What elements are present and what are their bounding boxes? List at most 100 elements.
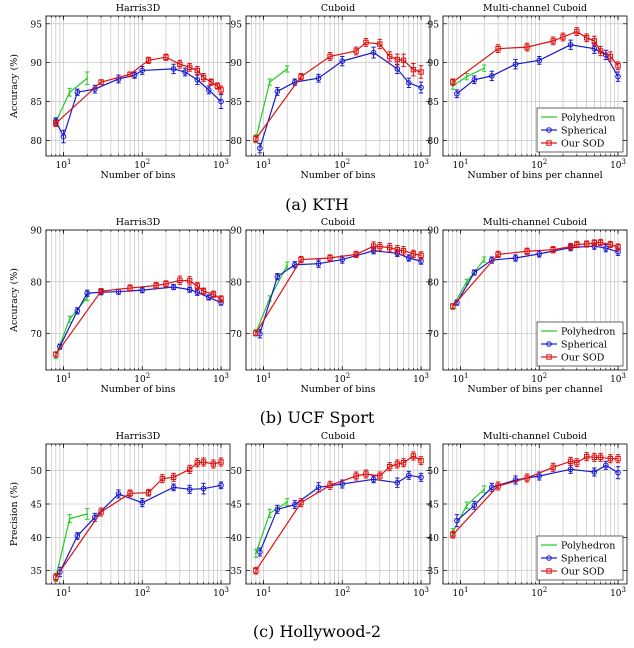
legend-marker	[546, 341, 552, 347]
data-point	[153, 282, 159, 289]
data-point	[591, 240, 598, 246]
data-point	[139, 67, 146, 74]
chart-panel: 80 85 90 95 101 102 103 Harris3D Number of bins A…	[9, 3, 231, 181]
y-tick-label: 90	[428, 59, 440, 69]
data-point	[206, 294, 212, 301]
y-axis-label: Accuracy (%)	[9, 54, 20, 119]
y-tick-label: 40	[428, 534, 440, 544]
caption-ucf-sport: (b) UCF Sport	[259, 408, 375, 427]
data-point	[524, 44, 530, 50]
data-point	[454, 90, 460, 97]
data-point	[483, 488, 486, 491]
data-point	[615, 63, 621, 69]
data-point	[182, 69, 188, 75]
y-tick-label: 70	[428, 330, 440, 340]
y-axis-label: Precision (%)	[9, 482, 20, 546]
data-point	[68, 91, 71, 94]
data-point	[574, 241, 580, 248]
y-tick-label: 35	[31, 567, 43, 577]
series-spherical	[57, 283, 224, 350]
y-tick-label: 35	[428, 567, 440, 577]
legend-label: Spherical	[561, 553, 607, 564]
x-tick-label: 102	[134, 158, 150, 171]
series-sod	[450, 452, 621, 539]
x-tick-label: 103	[610, 586, 626, 599]
data-point	[86, 513, 89, 515]
data-point	[394, 247, 401, 253]
data-point	[465, 280, 468, 283]
data-point	[286, 501, 289, 503]
data-point	[418, 474, 424, 481]
legend: Polyhedron Spherical Our SOD	[536, 107, 624, 153]
data-point	[591, 469, 598, 475]
data-point	[253, 136, 259, 142]
data-point	[471, 76, 478, 83]
x-tick-label: 101	[453, 372, 469, 385]
data-point	[489, 484, 495, 491]
data-point	[512, 61, 519, 68]
x-tick-label: 102	[531, 158, 547, 171]
data-point	[177, 277, 183, 283]
x-tick-label: 101	[56, 158, 72, 171]
series-line	[59, 286, 222, 347]
data-point	[567, 466, 574, 473]
data-point	[170, 66, 177, 72]
data-point	[163, 281, 169, 287]
data-point	[597, 48, 604, 54]
data-point	[471, 269, 478, 276]
data-point	[218, 296, 224, 302]
y-tick-label: 50	[428, 467, 440, 477]
x-tick-label: 102	[134, 586, 150, 599]
data-point	[591, 454, 598, 461]
data-point	[394, 66, 401, 72]
data-point	[536, 473, 543, 479]
legend-marker	[546, 140, 552, 146]
caption-hollywood2: (c) Hollywood-2	[252, 622, 382, 641]
x-tick-label: 103	[213, 158, 229, 171]
y-tick-label: 85	[31, 98, 43, 108]
y-tick-label: 45	[428, 501, 440, 511]
x-tick-label: 103	[413, 586, 429, 599]
series-spherical	[257, 247, 424, 339]
data-point	[257, 549, 263, 555]
data-point	[583, 241, 590, 247]
data-point	[186, 278, 193, 284]
data-point	[597, 454, 604, 461]
data-point	[450, 303, 456, 309]
x-tick-label: 103	[610, 158, 626, 171]
data-point	[560, 34, 566, 40]
data-point	[159, 475, 166, 482]
chart-title: Cuboid	[321, 217, 355, 228]
data-point	[298, 499, 304, 506]
data-point	[377, 243, 383, 250]
data-point	[386, 53, 393, 60]
data-point	[253, 567, 259, 574]
data-point	[98, 509, 104, 515]
data-point	[53, 120, 59, 127]
data-point	[339, 481, 346, 487]
y-tick-label: 90	[31, 227, 43, 237]
data-point	[353, 251, 359, 258]
data-point	[394, 479, 401, 486]
legend: Polyhedron Spherical Our SOD	[536, 321, 624, 367]
y-tick-label: 80	[428, 137, 440, 147]
chart-panel: 35 40 45 50 101 102 103 Multi-channel Cuboid Pol…	[428, 431, 628, 599]
series-line	[55, 297, 88, 356]
chart-title: Harris3D	[116, 3, 161, 14]
data-point	[186, 64, 193, 71]
series-polyhedron	[450, 64, 487, 90]
data-point	[163, 54, 169, 60]
series-spherical	[454, 460, 621, 528]
plot-frame	[442, 15, 628, 157]
series-sod	[53, 53, 224, 127]
y-tick-label: 90	[231, 227, 243, 237]
series-sod	[253, 451, 424, 575]
series-line	[55, 56, 222, 124]
data-point	[139, 499, 146, 506]
plot-frame	[442, 229, 628, 371]
y-tick-label: 40	[231, 534, 243, 544]
data-point	[418, 69, 424, 75]
data-point	[495, 251, 501, 258]
data-point	[418, 252, 424, 259]
